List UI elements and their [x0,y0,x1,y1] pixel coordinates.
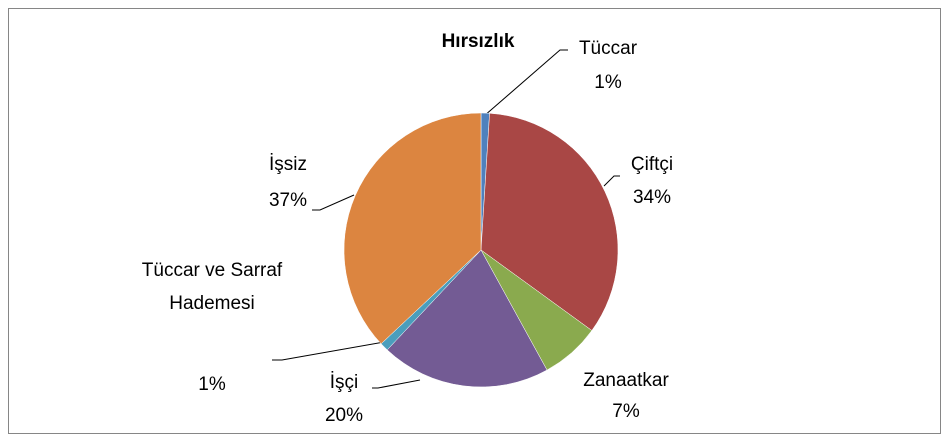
leader-line [483,49,568,117]
category-label: Çiftçi [630,154,674,175]
category-label: Zanaatkar [583,370,669,391]
leader-line [272,341,385,361]
value-label: 1% [594,72,622,93]
value-label: 1% [198,374,226,395]
value-label: 7% [612,401,640,422]
chart-title: Hırsızlık [442,31,515,52]
value-label: 34% [632,187,672,208]
pie-slice [386,249,548,388]
leader-line [603,175,620,187]
leader-line [312,194,355,211]
value-label: 37% [268,190,308,211]
leader-lines [272,49,620,389]
pie-slice [343,112,482,345]
category-label: İşsiz [269,154,307,175]
value-label: 20% [324,405,364,426]
leader-line [372,379,421,389]
category-label: İşçi [329,372,359,393]
category-label: Tüccar [578,38,638,59]
pie-slice [480,113,619,331]
category-label: Tüccar ve Sarraf Hademesi [141,260,283,314]
